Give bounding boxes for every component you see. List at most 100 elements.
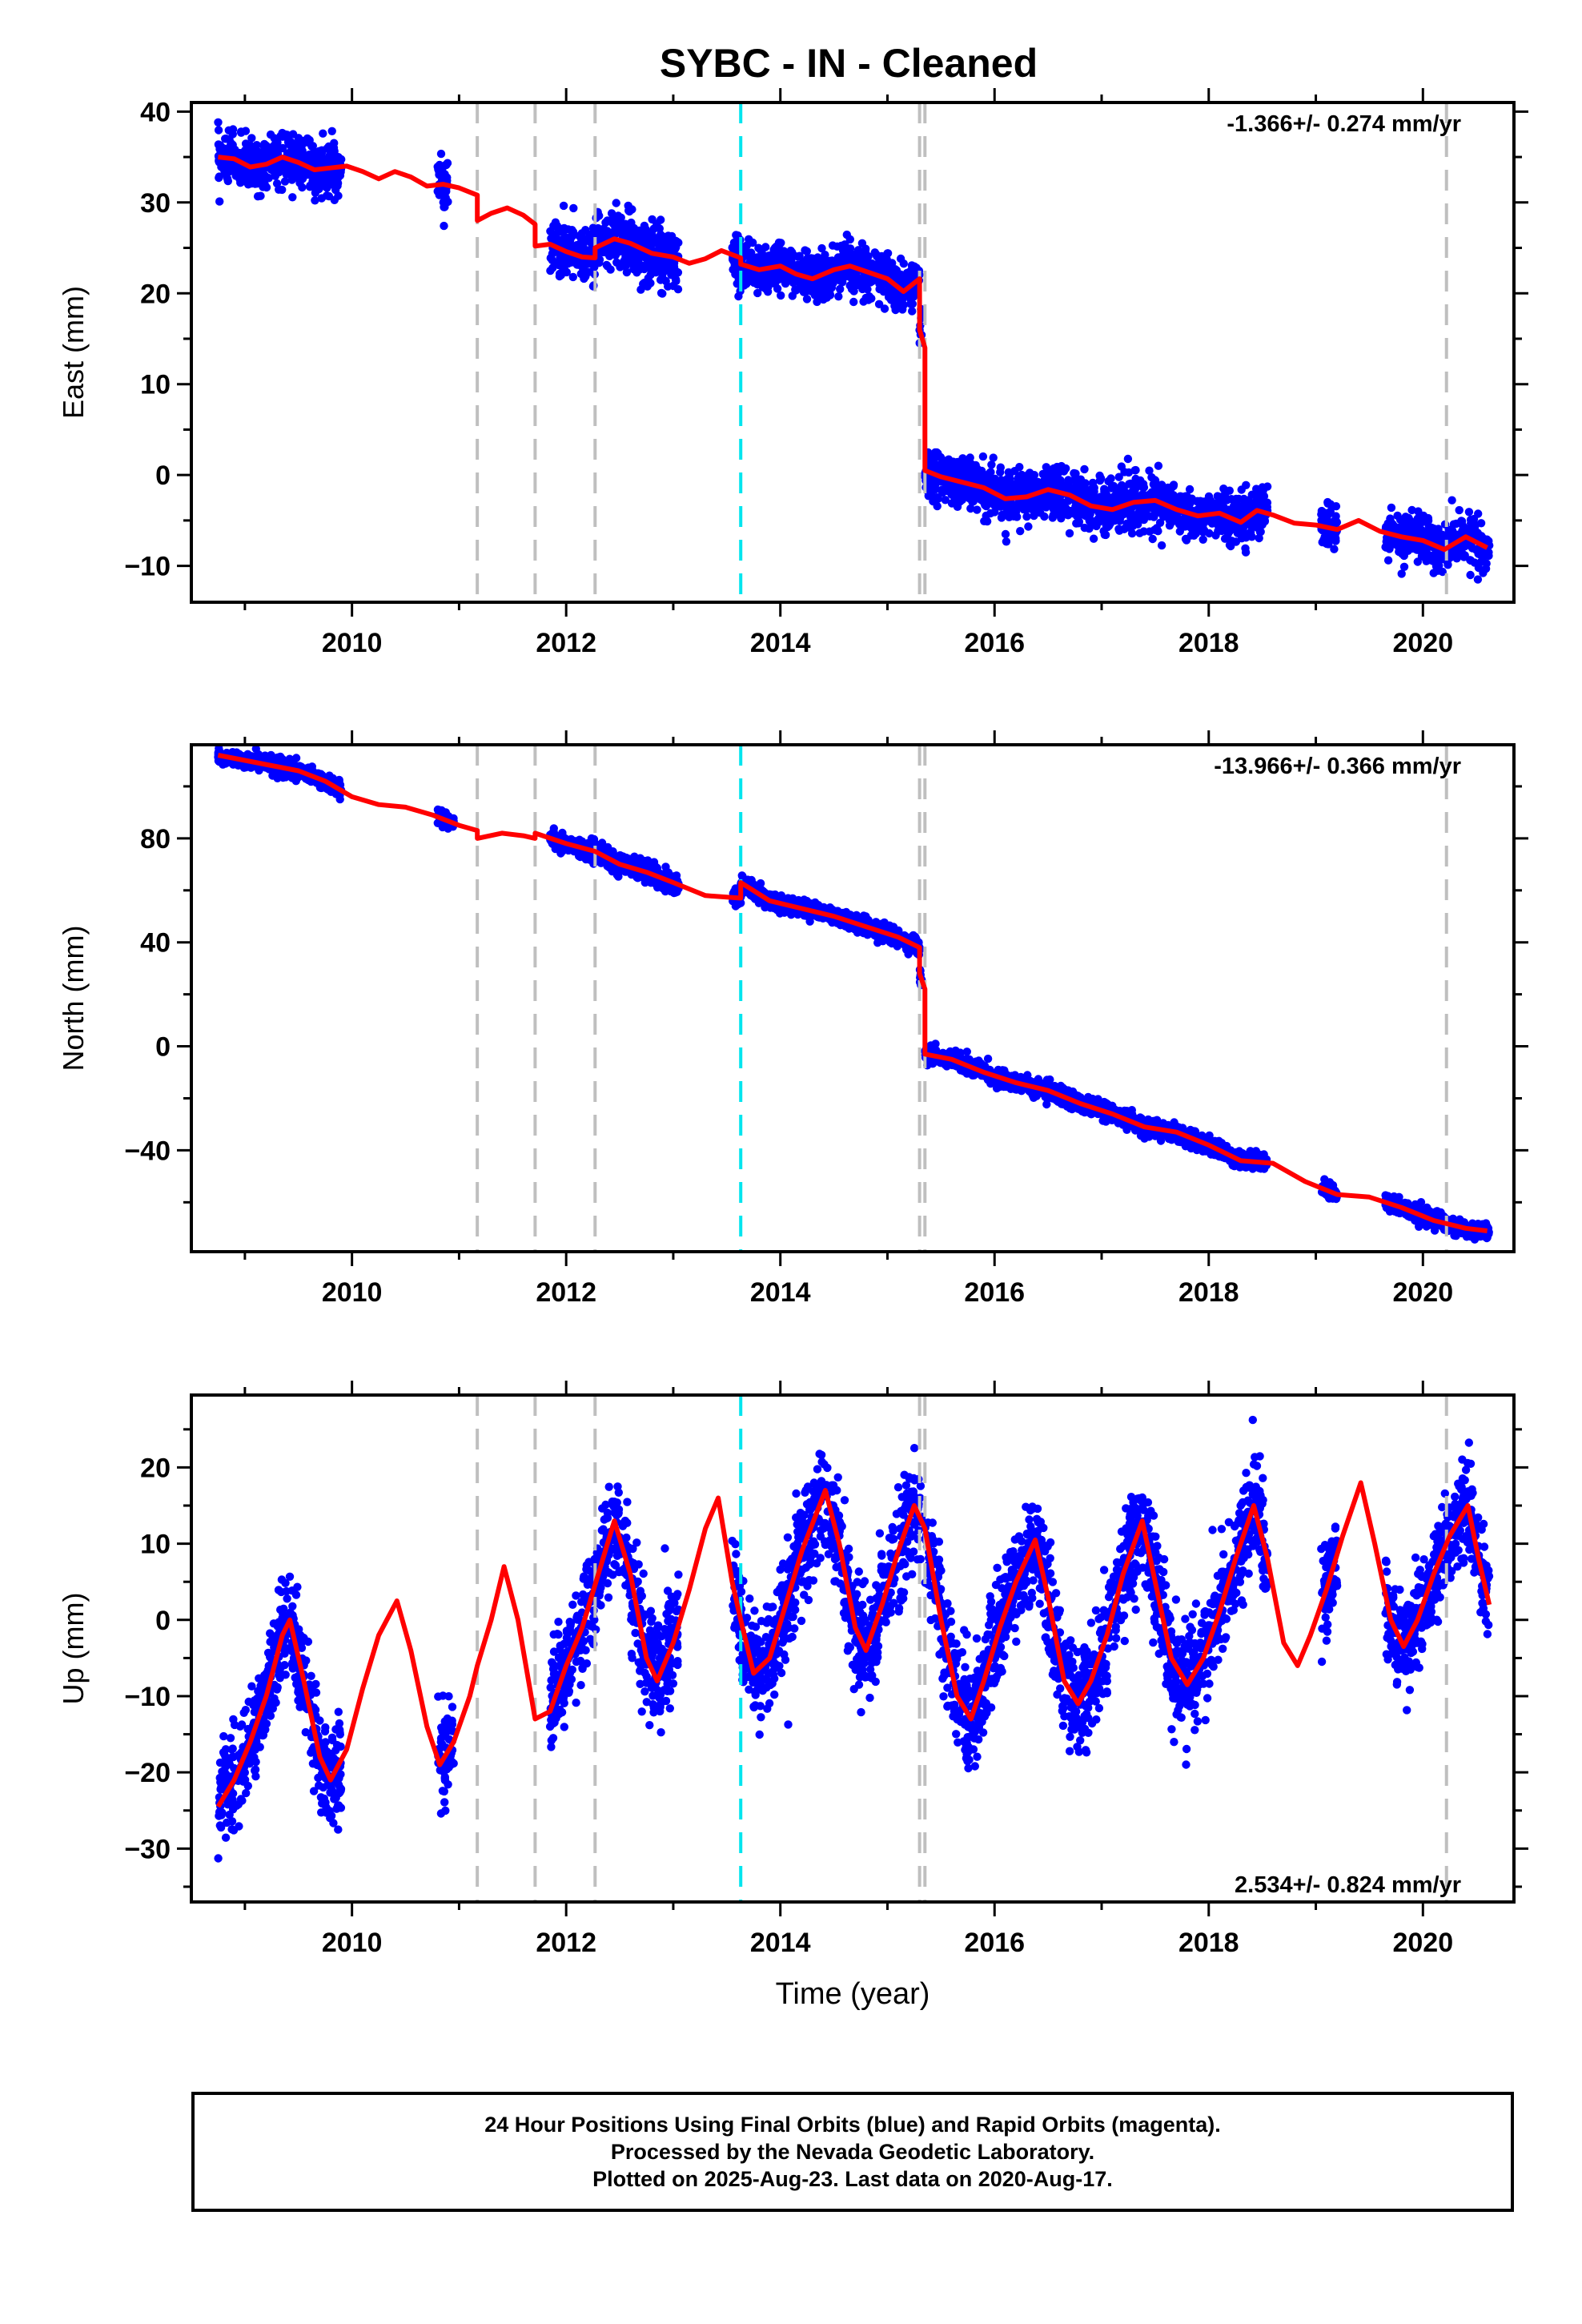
- data-point: [849, 287, 858, 296]
- data-point: [1221, 489, 1230, 498]
- data-point: [1479, 569, 1488, 577]
- data-point: [936, 452, 946, 462]
- data-point: [223, 176, 232, 186]
- data-point: [992, 501, 1002, 510]
- data-point: [966, 453, 974, 462]
- data-point: [1326, 507, 1335, 516]
- data-point: [1460, 541, 1468, 551]
- data-point: [246, 177, 255, 186]
- data-point: [1466, 556, 1475, 565]
- data-point: [294, 141, 303, 150]
- data-point: [886, 296, 896, 304]
- data-point: [1174, 520, 1184, 529]
- data-point: [259, 154, 268, 163]
- data-point: [1019, 505, 1028, 514]
- data-point: [1080, 464, 1089, 474]
- data-point: [1452, 519, 1461, 529]
- data-point: [615, 219, 624, 228]
- data-point: [1092, 517, 1101, 525]
- data-point: [880, 304, 889, 313]
- data-point: [335, 794, 344, 804]
- data-point: [1040, 512, 1049, 521]
- data-point: [645, 231, 654, 239]
- data-point: [1145, 512, 1154, 521]
- x-tick-label: 2016: [964, 628, 1025, 658]
- data-point: [1024, 522, 1033, 531]
- data-point: [262, 183, 271, 192]
- data-point: [1384, 537, 1393, 545]
- data-point: [1397, 569, 1406, 578]
- data-point: [333, 181, 342, 191]
- data-point: [216, 147, 226, 157]
- data-point: [960, 468, 969, 478]
- data-point: [667, 244, 677, 254]
- data-point: [753, 288, 762, 298]
- data-point: [1223, 496, 1231, 505]
- data-point: [1387, 503, 1396, 513]
- data-point: [842, 230, 852, 239]
- data-point: [640, 264, 648, 274]
- data-point: [1407, 523, 1417, 533]
- data-point: [777, 239, 785, 247]
- data-point: [859, 257, 868, 266]
- data-point: [810, 279, 819, 288]
- data-point: [270, 140, 279, 150]
- x-tick-label: 2012: [536, 628, 596, 658]
- data-point: [656, 288, 666, 298]
- data-point: [253, 192, 263, 201]
- data-point: [827, 283, 837, 292]
- data-point: [1199, 526, 1209, 535]
- data-point: [659, 265, 668, 274]
- data-point: [746, 275, 756, 285]
- data-point: [311, 196, 319, 205]
- data-point: [657, 237, 666, 246]
- observation-dots: [214, 745, 1493, 1244]
- data-point: [1399, 562, 1409, 571]
- data-point: [1127, 480, 1136, 489]
- data-point: [802, 295, 812, 304]
- data-point: [247, 134, 256, 143]
- data-point: [311, 188, 320, 197]
- data-point: [672, 276, 681, 286]
- data-point: [640, 278, 649, 287]
- data-point: [821, 251, 829, 259]
- data-point: [1323, 497, 1332, 507]
- data-point: [1016, 527, 1025, 536]
- data-point: [861, 247, 870, 255]
- data-point: [990, 508, 999, 517]
- data-point: [294, 773, 303, 782]
- data-point: [1247, 490, 1257, 499]
- data-point: [260, 751, 270, 760]
- y-axis-label: East (mm): [57, 286, 90, 419]
- data-point: [971, 487, 980, 497]
- data-point: [656, 275, 665, 284]
- data-point: [435, 171, 444, 179]
- data-point: [1464, 527, 1473, 536]
- data-point: [649, 858, 659, 866]
- data-point: [288, 130, 298, 139]
- data-point: [626, 254, 635, 263]
- data-point: [285, 161, 294, 170]
- data-point: [1011, 509, 1020, 518]
- data-point: [1001, 529, 1010, 539]
- data-point: [849, 297, 858, 307]
- data-point: [437, 187, 446, 195]
- data-point: [1399, 551, 1409, 561]
- data-point: [1424, 522, 1434, 531]
- data-point: [1095, 476, 1105, 485]
- data-point: [294, 166, 303, 175]
- data-point: [1104, 514, 1114, 524]
- data-point: [866, 275, 876, 283]
- data-point: [834, 292, 843, 301]
- data-point: [327, 127, 336, 135]
- data-point: [1257, 497, 1267, 506]
- data-point: [1114, 525, 1123, 533]
- data-point: [946, 485, 955, 494]
- data-point: [622, 267, 632, 277]
- data-point: [258, 170, 267, 179]
- data-point: [328, 774, 337, 783]
- data-point: [1119, 510, 1128, 519]
- data-point: [617, 246, 626, 255]
- data-point: [1383, 519, 1392, 528]
- data-point: [1092, 494, 1101, 503]
